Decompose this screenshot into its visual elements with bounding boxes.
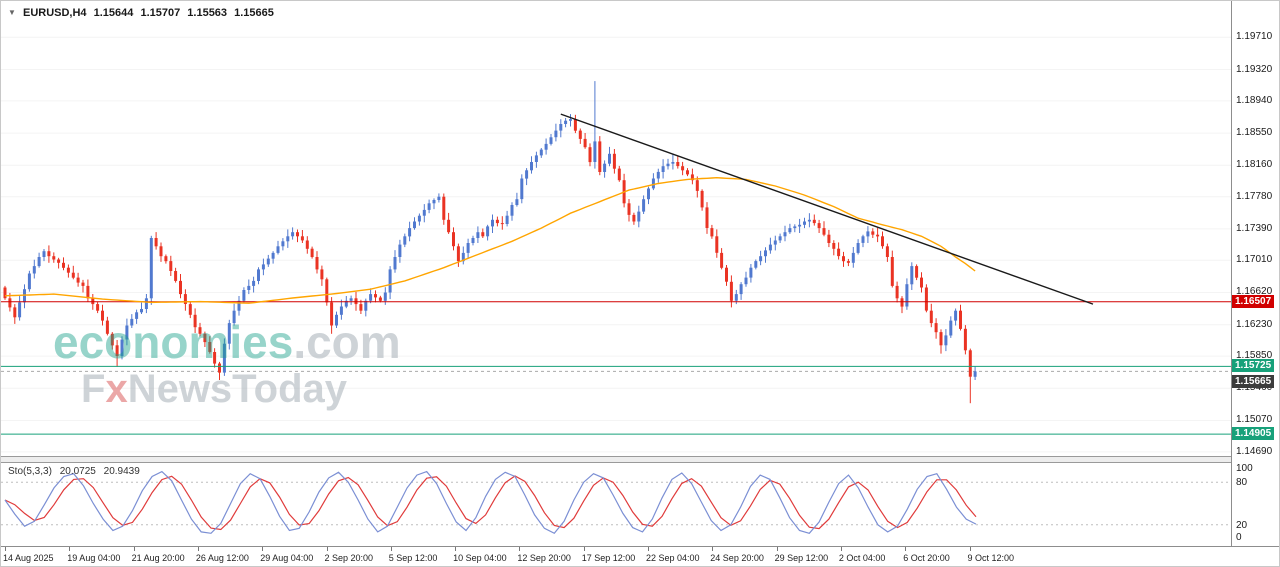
time-axis[interactable]: 14 Aug 2025 19 Aug 04:00 21 Aug 20:00 26 Au… — [1, 546, 1279, 566]
price-axis-label: 1.14690 — [1236, 445, 1273, 457]
panel-divider[interactable] — [1, 456, 1279, 463]
price-level-tag: 1.15725 — [1232, 359, 1275, 373]
time-axis-tick — [776, 547, 778, 551]
stochastic-signal-value: 20.9439 — [103, 466, 140, 477]
price-axis-label: 1.18550 — [1236, 127, 1273, 139]
time-axis-label: 26 Aug 12:00 — [195, 553, 249, 563]
time-axis-label: 14 Aug 2025 — [3, 553, 54, 563]
time-axis-tick — [840, 547, 842, 551]
time-axis-label: 19 Aug 04:00 — [67, 553, 121, 563]
price-axis-label: 1.15070 — [1236, 414, 1273, 426]
symbol-dropdown-icon[interactable]: ▼ — [8, 8, 16, 17]
price-axis-label: 1.17010 — [1236, 254, 1273, 266]
time-axis-label: 21 Aug 20:00 — [131, 553, 185, 563]
time-axis-label: 12 Sep 20:00 — [517, 553, 571, 563]
time-axis-label: 5 Sep 12:00 — [388, 553, 438, 563]
time-axis-tick — [905, 547, 907, 551]
time-axis-tick — [712, 547, 714, 551]
time-axis-tick — [5, 547, 6, 551]
price-chart-canvas[interactable] — [1, 1, 1231, 456]
time-axis-tick — [133, 547, 135, 551]
symbol-info-bar: ▼ EURUSD,H4 1.15644 1.15707 1.15563 1.15… — [8, 7, 278, 19]
ohlc-close: 1.15665 — [234, 7, 274, 19]
price-level-tag: 1.14905 — [1232, 427, 1275, 441]
current-price-tag: 1.15665 — [1232, 375, 1275, 389]
stochastic-main-value: 20.0725 — [59, 466, 96, 477]
time-axis-tick — [197, 547, 199, 551]
time-axis-label: 29 Aug 04:00 — [260, 553, 314, 563]
stochastic-scale-label: 100 — [1236, 463, 1253, 474]
stochastic-canvas[interactable] — [1, 463, 1231, 546]
time-axis-tick — [69, 547, 71, 551]
ohlc-high: 1.15707 — [140, 7, 181, 19]
price-axis-label: 1.18160 — [1236, 159, 1273, 171]
stochastic-label: Sto(5,3,3) — [8, 466, 52, 477]
stochastic-scale-label: 0 — [1236, 532, 1242, 543]
time-axis-label: 6 Oct 20:00 — [903, 553, 950, 563]
time-axis-label: 2 Oct 04:00 — [838, 553, 886, 563]
time-axis-tick — [583, 547, 585, 551]
symbol-label: EURUSD,H4 — [22, 7, 87, 19]
time-axis-label: 22 Sep 04:00 — [646, 553, 700, 563]
price-axis-label: 1.18940 — [1236, 94, 1273, 106]
price-axis-label: 1.15850 — [1236, 350, 1273, 362]
time-axis-tick — [648, 547, 649, 551]
price-level-tag: 1.16507 — [1232, 294, 1275, 308]
time-axis-label: 24 Sep 20:00 — [710, 553, 764, 563]
price-axis-label: 1.16620 — [1236, 286, 1273, 298]
time-axis-tick — [262, 547, 264, 551]
time-axis-tick — [455, 547, 457, 551]
ohlc-low: 1.15563 — [187, 7, 228, 19]
ohlc-open: 1.15644 — [93, 7, 134, 19]
stochastic-info-bar: Sto(5,3,3) 20.0725 20.9439 — [8, 466, 145, 477]
time-axis-label: 2 Sep 20:00 — [324, 553, 374, 563]
time-axis-label: 10 Sep 04:00 — [453, 553, 507, 563]
price-axis-label: 1.16230 — [1236, 318, 1273, 330]
time-axis-label: 29 Sep 12:00 — [774, 553, 829, 563]
time-axis-label: 9 Oct 12:00 — [967, 553, 1015, 563]
stochastic-scale-label: 20 — [1236, 519, 1248, 531]
price-axis-label: 1.19320 — [1236, 63, 1273, 75]
time-axis-tick — [326, 547, 328, 551]
stochastic-scale-label: 80 — [1236, 477, 1248, 489]
time-axis-label: 17 Sep 12:00 — [581, 553, 636, 563]
time-axis-tick — [390, 547, 392, 551]
price-axis[interactable]: 1.19710 1.19320 1.18940 1.18550 1.18160 1.177… — [1231, 1, 1279, 546]
price-axis-label: 1.19710 — [1236, 31, 1273, 43]
time-axis-tick — [519, 547, 521, 551]
time-axis-tick — [969, 547, 971, 551]
price-axis-label: 1.17390 — [1236, 222, 1273, 234]
price-axis-label: 1.17780 — [1236, 190, 1273, 202]
